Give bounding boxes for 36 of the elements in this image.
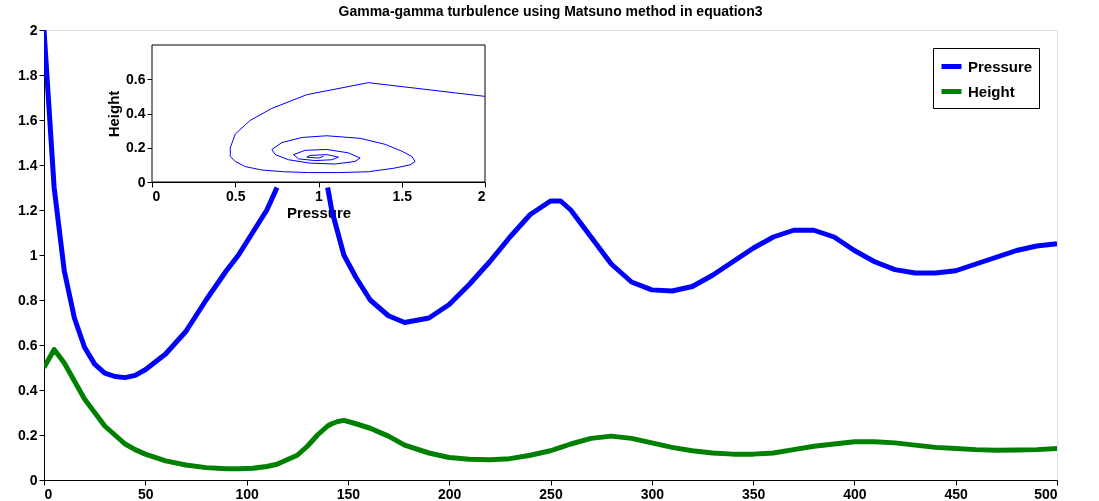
y-tick-label: 1 [29,246,38,263]
x-tick-label: 350 [741,485,766,501]
legend-label: Height [968,82,1015,100]
y-tick-label: 0.8 [18,291,38,308]
y-axis-title: Height [105,90,123,138]
x-tick-label: 0 [44,485,53,501]
y-tick-label: 0.4 [18,381,38,398]
y-tick-label: 1.6 [18,111,38,128]
legend-label: Pressure [968,57,1033,75]
y-tick-label: 0.2 [18,426,38,443]
x-tick-label: 300 [640,485,665,501]
y-tick-label: 1.4 [18,156,38,173]
y-tick-label: 2 [29,21,38,38]
x-tick-label: 100 [235,485,259,501]
line-series [229,82,486,174]
y-tick-label: 0.6 [126,70,146,87]
x-tick-label: 1.5 [392,187,413,204]
x-tick-label: 1 [315,187,324,204]
chart-title: Gamma-gamma turbulence using Matsuno method in equation3 [338,3,763,19]
y-tick-label: 0.2 [126,139,146,156]
y-tick-label: 1.2 [18,201,38,218]
x-tick-label: 150 [336,485,361,501]
y-tick-label: 1.8 [18,66,38,83]
y-tick-label: 0.6 [18,336,38,353]
x-tick-label: 450 [944,485,969,501]
x-tick-label: 2 [477,187,486,204]
x-tick-label: 250 [539,485,563,501]
y-tick-label: 0.4 [126,105,146,121]
x-tick-label: 400 [843,485,867,501]
y-tick-label: 0 [137,173,146,190]
y-tick-label: 0 [29,471,38,488]
x-tick-label: 0 [152,187,161,204]
x-tick-label: 500 [1034,485,1058,501]
x-tick-label: 50 [138,485,154,501]
x-tick-label: 200 [438,485,462,501]
x-tick-label: 0.5 [226,187,246,204]
